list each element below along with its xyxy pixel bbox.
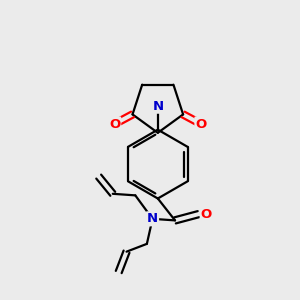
Text: O: O xyxy=(201,208,212,220)
Text: O: O xyxy=(195,118,207,130)
Text: O: O xyxy=(109,118,120,130)
Text: N: N xyxy=(152,100,164,113)
Text: N: N xyxy=(147,212,158,225)
